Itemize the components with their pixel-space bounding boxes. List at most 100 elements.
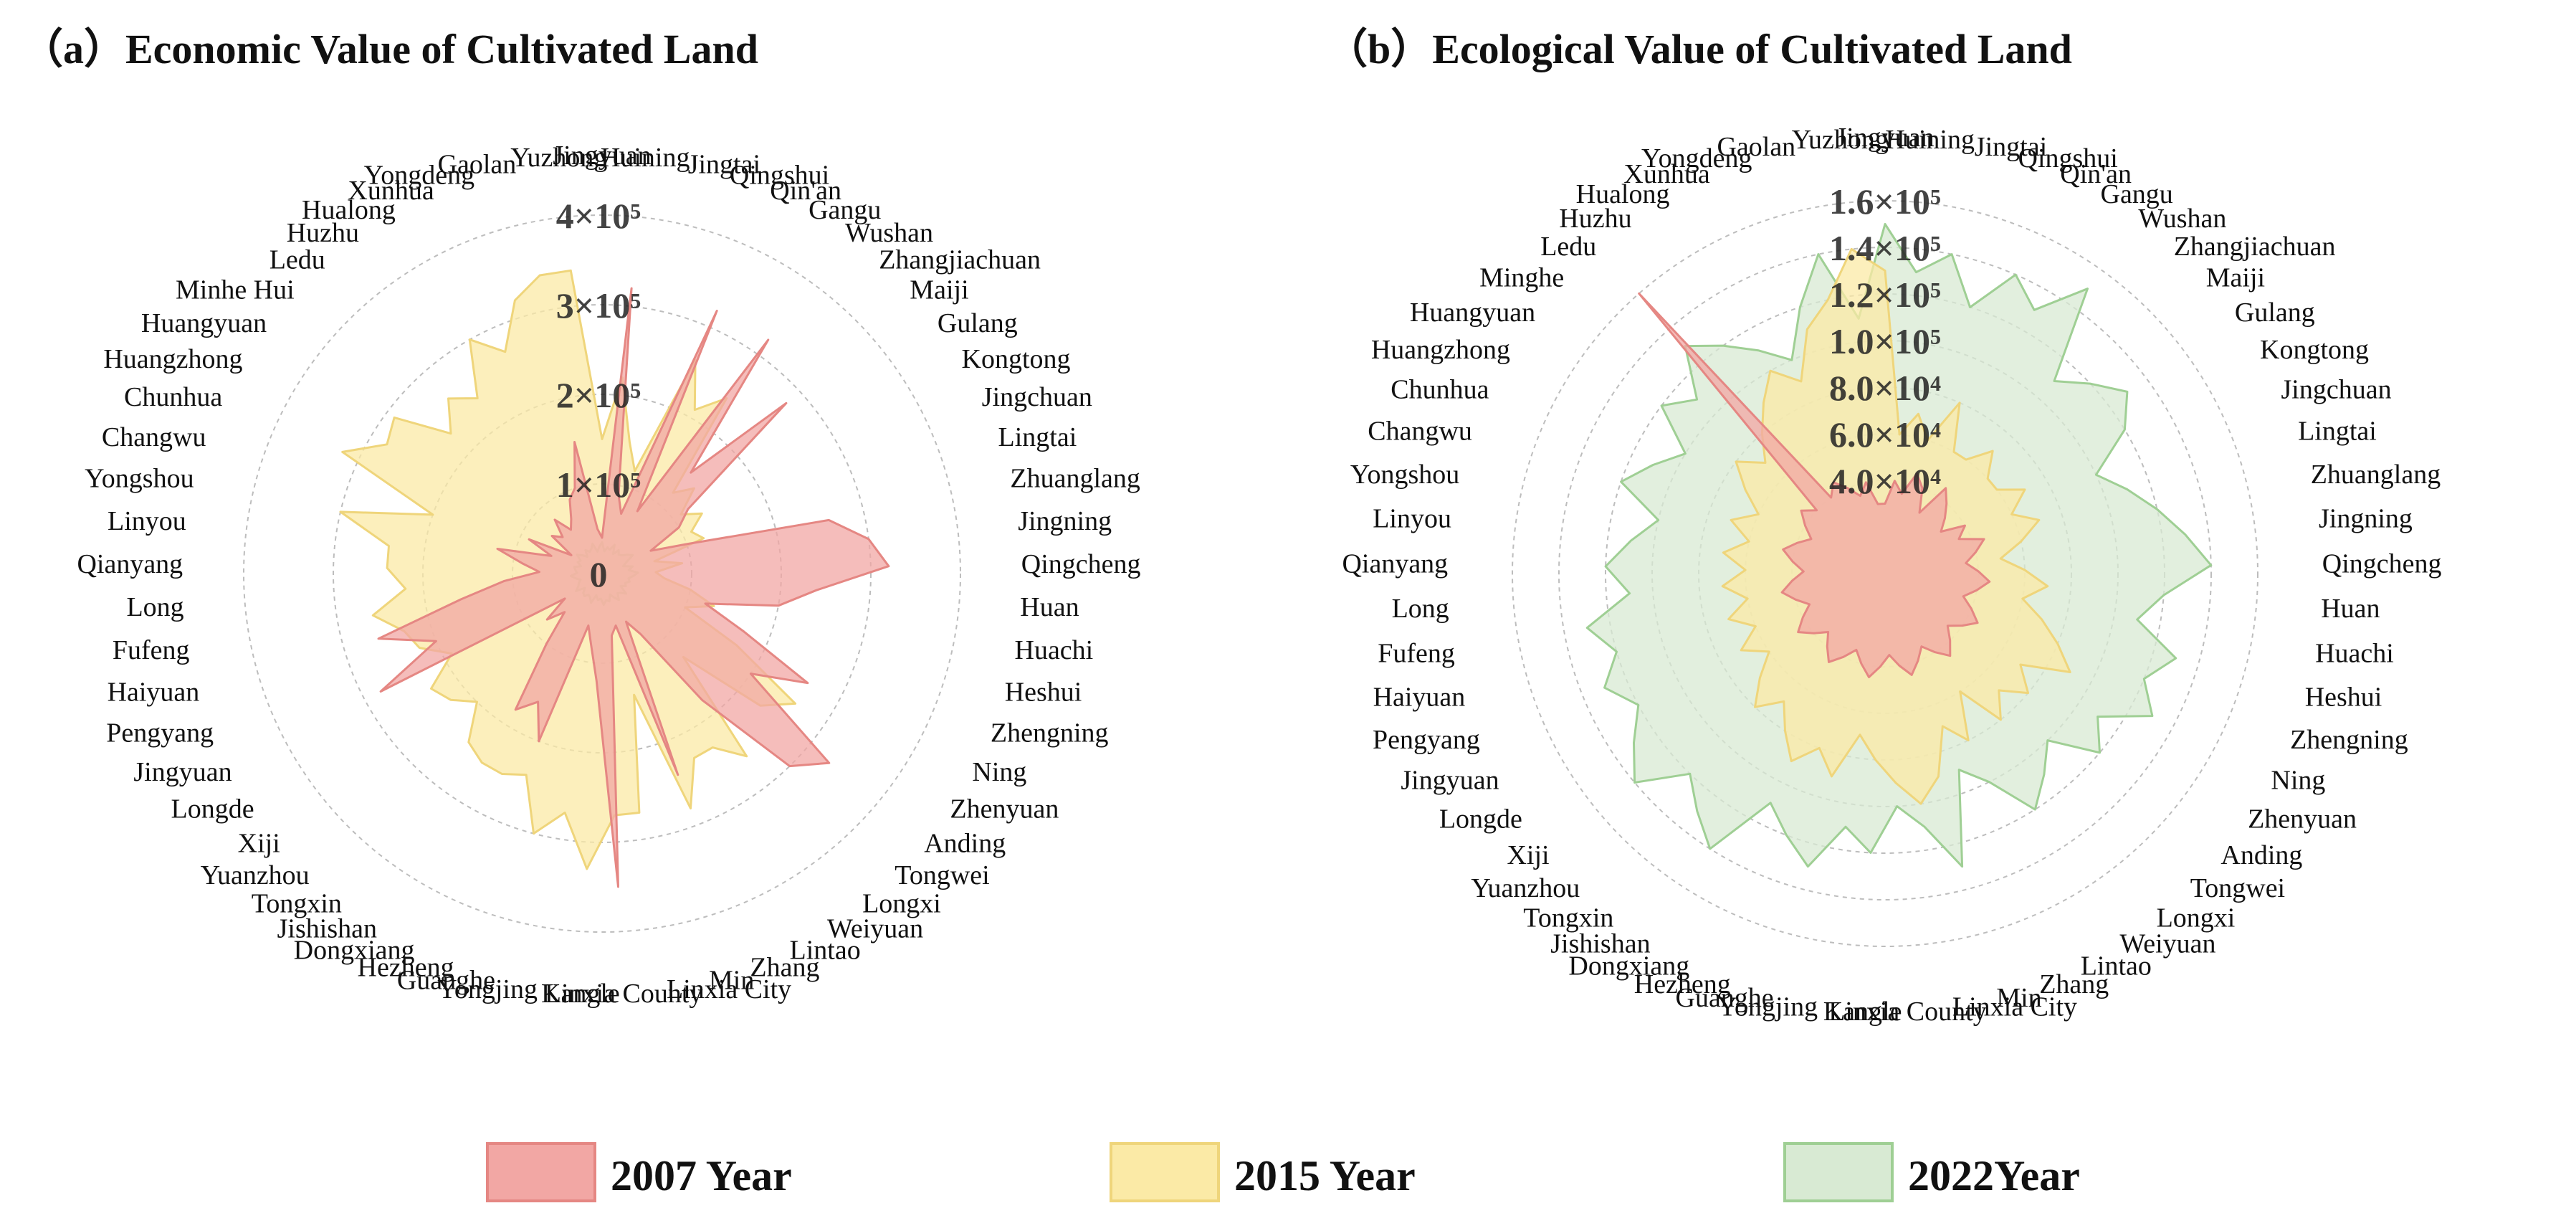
category-label-a-37: Tongxin: [252, 889, 342, 919]
category-label-a-11: Jingchuan: [982, 382, 1092, 412]
category-label-a-28: Min: [709, 966, 754, 996]
category-label-b-35: Dongxiang: [1568, 951, 1689, 982]
category-label-b-27: Zhang: [2039, 969, 2109, 999]
category-label-a-5: Gangu: [808, 195, 881, 225]
category-label-b-8: Maiji: [2206, 263, 2265, 293]
legend-label-2022: 2022Year: [1908, 1152, 2080, 1199]
category-label-b-5: Gangu: [2101, 179, 2173, 209]
category-label-a-49: Changwu: [102, 422, 206, 452]
category-label-a-6: Wushan: [845, 218, 933, 248]
category-label-b-43: Haiyuan: [1373, 683, 1466, 713]
category-label-b-15: Qingcheng: [2322, 548, 2442, 579]
category-label-b-57: Xunhua: [1623, 159, 1709, 189]
category-label-b-13: Zhuanglang: [2311, 460, 2441, 490]
category-label-b-25: Weiyuan: [2119, 929, 2215, 959]
category-label-a-50: Chunhua: [124, 382, 222, 412]
category-label-b-41: Jingyuan: [1401, 766, 1499, 796]
category-label-a-59: Gaolan: [438, 149, 517, 179]
category-label-a-24: Longxi: [862, 889, 941, 919]
category-label-b-55: Huzhu: [1559, 204, 1631, 234]
category-label-b-51: Huangzhong: [1371, 335, 1510, 365]
category-label-a-51: Huangzhong: [103, 344, 242, 374]
category-label-a-33: Guanghe: [397, 966, 495, 996]
tick-label-b-1: 6.0×10⁴: [1829, 414, 1941, 455]
category-label-b-23: Tongwei: [2190, 873, 2285, 903]
category-label-a-44: Fufeng: [113, 635, 190, 665]
category-label-a-13: Zhuanglang: [1010, 464, 1140, 494]
grid-ring-a-3: [333, 304, 872, 843]
category-label-b-2: Jingtai: [1975, 132, 2047, 162]
category-label-a-30: Linxia County: [545, 979, 703, 1009]
category-label-b-44: Fufeng: [1378, 638, 1455, 668]
category-label-b-56: Hualong: [1576, 179, 1670, 209]
category-label-a-38: Yuanzhou: [201, 860, 310, 890]
category-label-b-3: Qingshui: [2018, 143, 2118, 174]
category-label-b-6: Wushan: [2138, 204, 2226, 234]
category-label-a-34: Hezheng: [358, 952, 454, 982]
category-label-a-21: Zhenyuan: [950, 794, 1059, 824]
category-label-b-11: Jingchuan: [2281, 374, 2392, 404]
tick-label-b-6: 1.6×10⁵: [1829, 181, 1941, 222]
category-label-a-35: Dongxiang: [294, 935, 415, 965]
category-label-a-10: Kongtong: [962, 344, 1071, 374]
category-label-a-16: Huan: [1020, 592, 1079, 622]
series-a-2007year: [377, 287, 890, 888]
category-label-a-18: Heshui: [1005, 678, 1082, 708]
category-label-a-8: Maiji: [910, 275, 968, 305]
category-label-b-18: Heshui: [2305, 683, 2382, 713]
category-label-b-21: Zhenyuan: [2248, 804, 2357, 835]
category-label-b-49: Changwu: [1368, 417, 1472, 447]
category-label-b-52: Huangyuan: [1410, 298, 1535, 328]
panel-b-title: （b）Ecological Value of Cultivated Land: [1326, 26, 2072, 72]
category-label-b-31: Kangle: [1823, 997, 1902, 1027]
category-label-b-38: Yuanzhou: [1471, 873, 1580, 903]
category-label-b-12: Lingtai: [2298, 417, 2377, 447]
category-label-a-7: Zhangjiachuan: [879, 245, 1041, 275]
category-label-b-58: Yongdeng: [1641, 143, 1752, 174]
category-label-a-42: Pengyang: [106, 718, 214, 748]
category-label-b-53: Minghe: [1479, 263, 1564, 293]
grid-ring-b-6: [1512, 200, 2258, 947]
category-label-b-50: Chunhua: [1390, 374, 1489, 404]
category-label-b-24: Longxi: [2157, 903, 2236, 933]
category-label-b-47: Linyou: [1373, 504, 1451, 534]
category-label-a-12: Lingtai: [998, 422, 1077, 452]
category-label-b-40: Longde: [1439, 804, 1522, 835]
tick-label-b-4: 1.2×10⁵: [1829, 275, 1941, 315]
category-label-a-53: Minhe Hui: [176, 275, 295, 305]
category-label-b-42: Pengyang: [1373, 725, 1480, 755]
category-label-b-34: Hezheng: [1634, 969, 1731, 999]
category-label-b-29: Linxia City: [1952, 992, 2077, 1022]
category-label-a-19: Zhengning: [991, 718, 1109, 748]
category-label-a-43: Haiyuan: [108, 678, 200, 708]
grid-ring-a-4: [243, 214, 961, 933]
tick-label-a-3: 3×10⁵: [556, 285, 641, 325]
panel-a-title: （a）Economic Value of Cultivated Land: [22, 26, 758, 72]
category-label-a-0: Jingyuan: [553, 141, 651, 171]
tick-label-a-0: 0: [590, 554, 608, 594]
category-label-b-22: Anding: [2220, 840, 2302, 870]
panel-economic-value: （a）Economic Value of Cultivated Land 0 1×…: [22, 26, 1141, 1009]
category-label-a-17: Huachi: [1015, 635, 1094, 665]
category-label-b-16: Huan: [2321, 594, 2380, 624]
category-label-a-32: Yongjing: [437, 974, 538, 1004]
category-label-b-4: Qin'an: [2060, 159, 2132, 189]
legend-item-2007: 2007 Year: [486, 1142, 792, 1202]
tick-label-b-5: 1.4×10⁵: [1829, 228, 1941, 268]
grid-ring-b-5: [1558, 247, 2212, 900]
category-label-a-29: Linxia City: [667, 974, 791, 1004]
category-label-a-9: Gulang: [938, 308, 1018, 338]
category-label-b-17: Huachi: [2315, 638, 2394, 668]
tick-label-a-4: 4×10⁵: [556, 196, 641, 236]
category-label-b-19: Zhengning: [2290, 725, 2408, 755]
series-b-2007year: [1638, 292, 1991, 678]
panel-ecological-value: （b）Ecological Value of Cultivated Land 4…: [1326, 26, 2442, 1027]
category-label-a-52: Huangyuan: [141, 308, 267, 338]
category-label-b-36: Jishishan: [1550, 929, 1650, 959]
category-label-b-39: Xiji: [1507, 840, 1549, 870]
category-label-b-37: Tongxin: [1523, 903, 1613, 933]
category-label-a-40: Longde: [171, 794, 254, 824]
category-label-b-30: Linxia County: [1828, 997, 1987, 1027]
category-label-b-46: Qianyang: [1342, 548, 1448, 579]
